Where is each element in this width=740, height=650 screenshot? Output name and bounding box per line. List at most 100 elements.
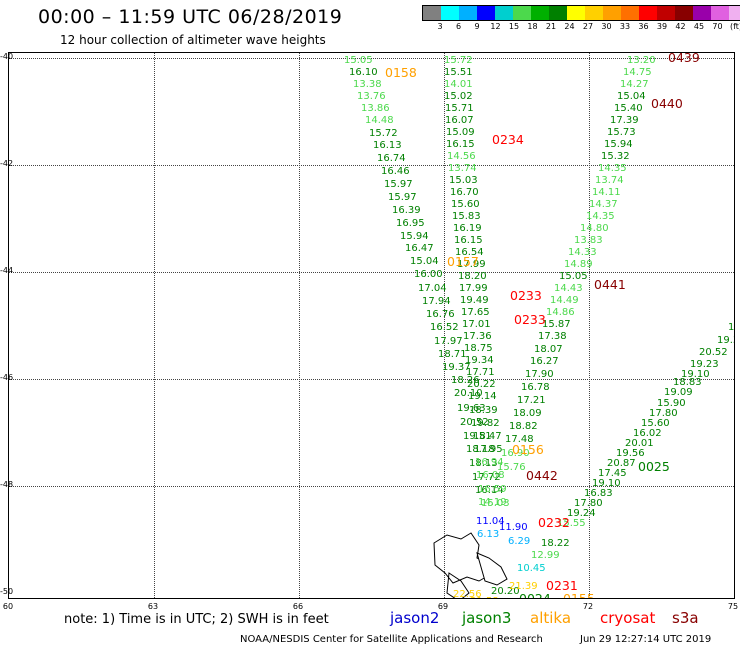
longitude-gridline	[154, 53, 155, 598]
wave-height-value: 14.43	[554, 283, 583, 294]
wave-height-value: 6.29	[508, 536, 531, 547]
map-plot-area: 15.05 16.10 13.38 13.76 13.86 14.48 15.72 16.13…	[8, 52, 735, 599]
wave-height-value: 17.95	[474, 444, 503, 455]
wave-height-value: 18.22	[541, 538, 570, 549]
wave-height-value: 19.63	[457, 403, 486, 414]
wave-height-value: 15.51	[444, 67, 473, 78]
wave-height-value: 14.33	[568, 247, 597, 258]
latitude-gridline	[9, 379, 734, 380]
wave-height-value: 11.90	[499, 522, 528, 533]
wave-height-value: 15.05	[559, 271, 588, 282]
wave-height-value: 16.94	[475, 457, 504, 468]
wave-height-value: 16.19	[453, 223, 482, 234]
wave-height-value: 15.94	[604, 139, 633, 150]
coastline-kerguelen	[433, 532, 508, 598]
wave-height-value: 17.99	[459, 283, 488, 294]
wave-height-value: 14.37	[589, 199, 618, 210]
wave-height-value: 17.80	[574, 498, 603, 509]
wave-height-value: 16.15	[454, 235, 483, 246]
timestamp: Jun 29 12:27:14 UTC 2019	[580, 634, 712, 645]
map-subtitle: 12 hour collection of altimeter wave hei…	[60, 33, 326, 47]
wave-height-value: 17.94	[422, 296, 451, 307]
pass-time-label: 0441	[594, 277, 626, 292]
wave-height-value: 19.35	[728, 322, 735, 333]
wave-height-value: 17.36	[463, 331, 492, 342]
latitude-gridline	[9, 272, 734, 273]
wave-height-value: 19.24	[567, 508, 596, 519]
wave-height-value: 16.70	[450, 187, 479, 198]
wave-height-value: 19.34	[465, 355, 494, 366]
legend-swatch-9	[585, 6, 603, 20]
longitude-gridline	[444, 53, 445, 598]
wave-height-value: 18.75	[464, 343, 493, 354]
credit-line: NOAA/NESDIS Center for Satellite Applica…	[240, 634, 543, 645]
wave-height-value: 16.83	[584, 488, 613, 499]
wave-height-value: 16.95	[396, 218, 425, 229]
wave-height-value: 19.56	[616, 448, 645, 459]
legend-tick-label: 24	[564, 22, 575, 31]
wave-height-value: 15.94	[400, 231, 429, 242]
wave-height-value: 15.55	[557, 518, 586, 529]
wave-height-value: 14.80	[580, 223, 609, 234]
legend-tick-label: 30	[601, 22, 612, 31]
wave-height-value: 15.72	[369, 128, 398, 139]
wave-height-value: 14.35	[586, 211, 615, 222]
legend-tick-label: 18	[527, 22, 538, 31]
wave-height-value: 15.90	[657, 398, 686, 409]
satellite-legend-jason2: jason2	[390, 609, 440, 627]
pass-time-label: 0440	[651, 96, 683, 111]
wave-height-value: 15.72	[444, 55, 473, 66]
wave-height-value: 17.72	[472, 472, 501, 483]
legend-swatch-4	[495, 6, 513, 20]
wave-height-value: 15.05	[344, 55, 373, 66]
wave-height-value: 17.90	[525, 369, 554, 380]
pass-time-label: 0025	[638, 459, 670, 474]
wave-height-value: 16.47	[405, 243, 434, 254]
wave-height-value: 16.27	[530, 356, 559, 367]
wave-height-value: 16.02	[633, 428, 662, 439]
wave-height-value: 22.56	[453, 589, 482, 599]
y-tick-label: -44	[0, 266, 14, 275]
wave-height-value: 14.27	[620, 79, 649, 90]
wave-height-value: 15.97	[384, 179, 413, 190]
wave-height-value: 16.14	[475, 485, 504, 496]
pass-time-label: 0024	[519, 591, 551, 599]
legend-swatch-15	[693, 6, 711, 20]
x-tick-label: 60	[2, 602, 14, 611]
wave-height-value: 19.36	[717, 335, 734, 346]
latitude-gridline	[9, 486, 734, 487]
wave-height-value: 17.39	[610, 115, 639, 126]
wave-height-value: 16.76	[426, 309, 455, 320]
wave-height-value: 16.10	[349, 67, 378, 78]
wave-height-value: 15.60	[451, 199, 480, 210]
pass-time-label: 0155	[563, 591, 595, 599]
pass-time-label: 0233	[510, 288, 542, 303]
legend-swatch-14	[675, 6, 693, 20]
footnote: note: 1) Time is in UTC; 2) SWH is in fe…	[64, 612, 329, 627]
wave-height-value: 15.04	[410, 256, 439, 267]
y-tick-label: -42	[0, 159, 14, 168]
wave-height-value: 19.14	[468, 391, 497, 402]
wave-height-value: 18.18	[466, 444, 495, 455]
wave-height-value: 18.26	[451, 375, 480, 386]
pass-time-label: 0233	[514, 312, 546, 327]
wave-height-value: 15.71	[445, 103, 474, 114]
wave-height-value: 17.01	[462, 319, 491, 330]
legend-swatch-16	[711, 6, 729, 20]
wave-height-value: 15.09	[446, 127, 475, 138]
wave-height-value: 20.52	[699, 347, 728, 358]
x-tick-label: 75	[727, 602, 739, 611]
legend-tick-label: 12	[490, 22, 501, 31]
wave-height-value: 18.09	[513, 408, 542, 419]
wave-height-value: 16.07	[445, 115, 474, 126]
wave-height-value: 14.89	[564, 259, 593, 270]
wave-height-value: 19.51	[463, 431, 492, 442]
map-title: 00:00 – 11:59 UTC 06/28/2019	[38, 6, 343, 28]
legend-swatch-13	[657, 6, 675, 20]
wave-height-value: 15.03	[481, 498, 510, 509]
wave-height-value: 15.40	[614, 103, 643, 114]
wave-height-value: 17.21	[517, 395, 546, 406]
longitude-gridline	[589, 53, 590, 598]
legend-tick-label: 3	[437, 22, 443, 31]
wave-height-value: 18.83	[673, 377, 702, 388]
